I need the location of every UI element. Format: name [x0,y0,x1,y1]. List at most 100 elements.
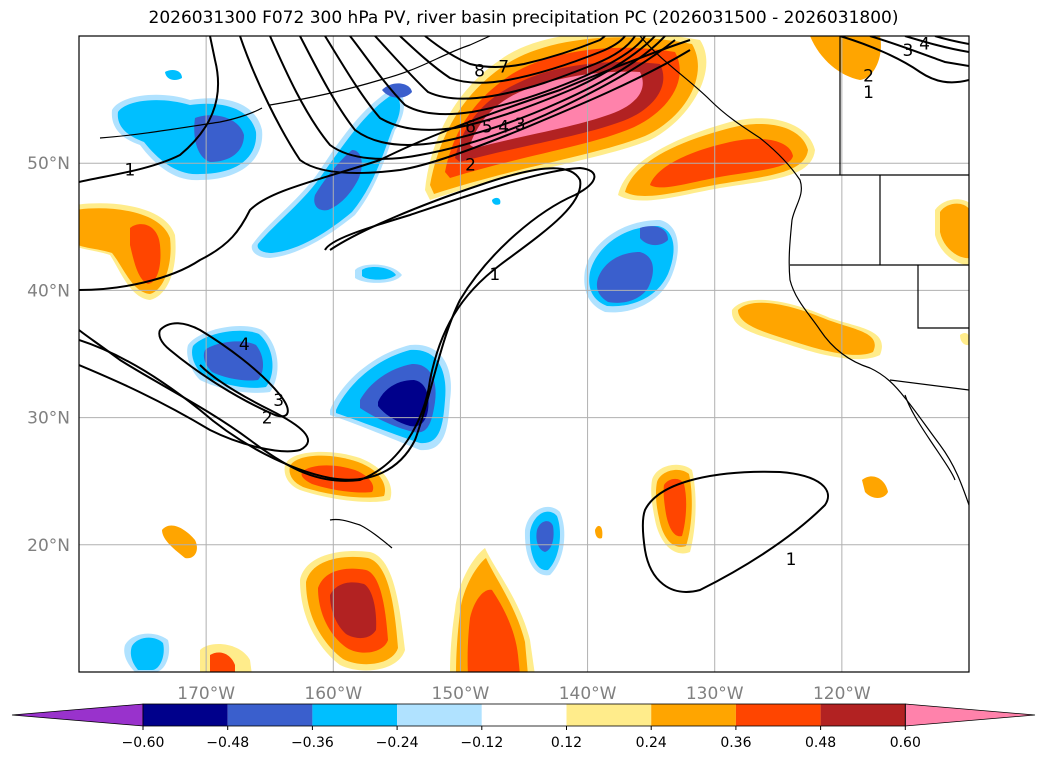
colorbar-tick-label: 0.12 [551,735,582,751]
map-frame [78,35,970,673]
shade-neg-tiny-1 [165,70,182,80]
colorbar-tick-label: −0.12 [460,735,503,751]
shade-neg-20n-mid [536,521,554,552]
pv-contour-label: 3 [273,391,284,411]
x-tick-label: 160°W [304,684,362,704]
colorbar-tick-label: −0.60 [122,735,165,751]
pv-contour-jet-2 [269,36,676,160]
colorbar-swatch [143,704,228,726]
colorbar-swatch [651,704,736,726]
border-states-3 [917,265,969,329]
colorbar-tick-label: −0.24 [376,735,419,751]
shade-neg-53n-mid [194,115,244,162]
colorbar-swatch [397,704,482,726]
pv-contour-east-3 [904,36,969,53]
pv-contour-label: 1 [786,550,797,570]
colorbar-swatch [820,704,906,726]
pv-contour-label: 3 [515,115,526,135]
shade-neg-42n-mid2 [640,226,668,246]
shade-small-167w-south-red [210,652,235,672]
coastlines [99,36,969,549]
pv-contour-east-1 [839,36,969,84]
shading-layer [79,36,969,672]
pv-contour-1-loop [79,167,582,482]
colorbar-tick-label: −0.48 [206,735,249,751]
shade-small-172w [162,525,197,559]
pv-contour-label: 8 [474,61,485,81]
coast-baja [904,394,956,481]
pv-contour-label: 2 [465,155,476,175]
shade-neg-40n-small-light [362,267,396,280]
pv-contour-label: 2 [863,66,874,86]
x-axis-ticks: 170°W 160°W 150°W 140°W 130°W 120°W [177,684,871,704]
shade-neg-35n-mid [203,341,264,381]
border-mexico [889,379,969,391]
pv-contour-label: 5 [482,117,493,137]
pv-contour-1-main [79,39,691,291]
colorbar-tick-label: 0.48 [805,735,836,751]
pv-contour-1-west [79,36,220,183]
x-tick-label: 170°W [177,684,235,704]
pv-contours [79,36,969,593]
shade-small-140w [595,525,603,539]
colorbar-tick-label: 0.60 [890,735,921,751]
shade-neg-band-mid [314,150,362,211]
x-tick-label: 150°W [432,684,490,704]
x-tick-label: 130°W [686,684,744,704]
coast-alaska [269,36,491,106]
pv-contour-east-2 [869,36,969,67]
shade-134w-red [663,478,687,537]
x-tick-label: 120°W [813,684,871,704]
coast-aleutians [99,107,263,139]
x-tick-label: 140°W [559,684,617,704]
coast-hawaii [329,518,393,549]
pv-contour-label: 4 [498,117,509,137]
shade-south-hawaii-darkred [330,582,377,639]
colorbar-extend-low [11,703,144,727]
pv-contour-4 [158,322,289,418]
shade-west-edge-red [130,224,161,284]
colorbar-extend-high [904,703,1036,727]
colorbar-frame [142,703,906,727]
colorbar-swatch [566,704,652,726]
pv-contour-jet-7 [399,36,626,84]
pv-contour-label: 6 [465,117,476,137]
pv-contour-label: 4 [919,35,930,55]
colorbar-swatch [481,704,567,726]
chart-title: 2026031300 F072 300 hPa PV, river basin … [148,8,899,28]
pv-contour-3 [79,364,309,453]
shade-east-edge-orange [940,203,969,259]
pv-contour-east-4 [934,36,969,45]
colorbar-swatch [227,704,313,726]
shade-small-117w [862,476,888,498]
colorbar-tick-label: 0.24 [636,735,667,751]
pv-contour-label: 3 [903,41,914,61]
pv-contour-label: 1 [124,161,135,181]
pv-contour-jet-3 [299,36,666,146]
pv-contour-label: 1 [489,265,500,285]
pv-contour-jet-4 [324,36,656,131]
y-tick-label: 50°N [27,154,70,174]
pv-contour-label: 1 [863,83,874,103]
colorbar-swatch [312,704,398,726]
pv-contour-label: 7 [498,58,509,78]
colorbar-tick-label: 0.36 [720,735,751,751]
pv-contour-1-south [641,470,829,593]
y-tick-label: 40°N [27,281,70,301]
y-tick-label: 20°N [27,536,70,556]
shade-westcoast-orange [738,302,875,355]
shade-neg-174w-light [130,637,164,670]
shade-146w-red [467,589,520,672]
pv-contour-jet-5 [349,36,646,116]
pv-contour-jet-6 [374,36,636,100]
pv-contour-label: 4 [239,335,250,355]
shade-neg-31n-dark [378,380,429,427]
shade-east-small [960,333,969,346]
y-tick-label: 30°N [27,409,70,429]
colorbar: −0.60 −0.48 −0.36 −0.24 −0.12 0.12 0.24 0.36 0.4… [11,703,1036,751]
colorbar-swatch [735,704,821,726]
y-axis-ticks: 50°N 40°N 30°N 20°N [27,154,70,556]
shade-top-right [810,36,881,80]
